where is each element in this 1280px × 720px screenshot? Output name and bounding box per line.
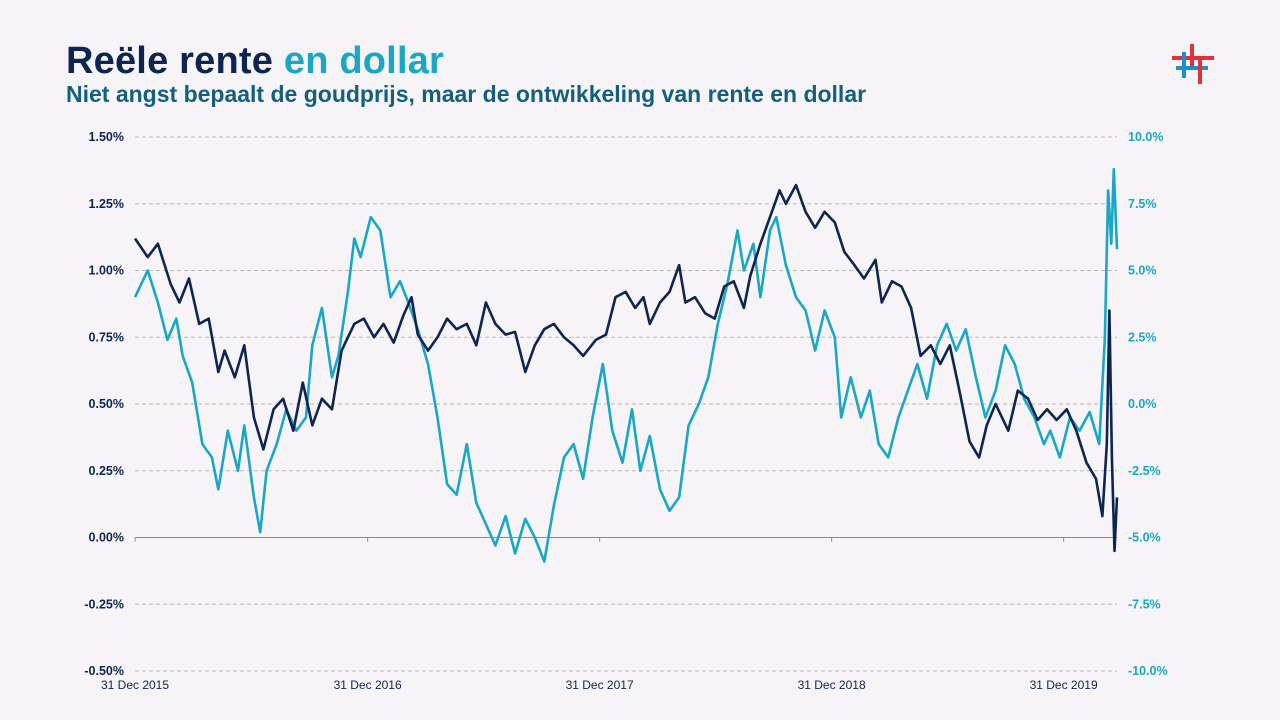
y-left-tick-label: -0.50% (84, 664, 124, 678)
y-right-tick-label: 7.5% (1128, 197, 1157, 211)
logo-bar-red-v (1190, 44, 1194, 70)
y-right-tick-label: 0.0% (1128, 397, 1157, 411)
y-right-tick-label: -2.5% (1128, 464, 1161, 478)
y-right-tick-label: -5.0% (1128, 531, 1161, 545)
logo-bar-blue-h (1176, 66, 1208, 70)
title-main: Reële rente (66, 40, 274, 82)
title-accent: en dollar (283, 40, 445, 82)
y-left-tick-label: 0.75% (89, 330, 124, 344)
y-left-tick-label: 0.25% (89, 464, 124, 478)
logo-bar-red-v2 (1198, 60, 1202, 84)
y-left-tick-label: 1.00% (89, 264, 124, 278)
page-subtitle: Niet angst bepaalt de goudprijs, maar de… (66, 81, 867, 107)
series-line-right-axis (133, 167, 1119, 563)
y-right-tick-label: 10.0% (1128, 130, 1163, 144)
y-right-tick-label: 5.0% (1128, 264, 1157, 278)
y-right-tick-label: 2.5% (1128, 330, 1157, 344)
y-right-tick-label: -7.5% (1128, 597, 1161, 611)
y-left-tick-label: 0.50% (89, 397, 124, 411)
y-left-tick-label: 1.50% (89, 130, 124, 144)
x-tick-label: 31 Dec 2016 (334, 678, 402, 692)
series-line-left-axis (133, 183, 1119, 553)
y-right-tick-label: -10.0% (1128, 664, 1168, 678)
x-tick-label: 31 Dec 2019 (1030, 678, 1098, 692)
y-left-tick-label: -0.25% (84, 597, 124, 611)
x-tick-label: 31 Dec 2015 (101, 678, 169, 692)
x-tick-label: 31 Dec 2017 (566, 678, 634, 692)
logo-bar-blue-v (1182, 52, 1186, 78)
hashtag-cross-logo (1172, 44, 1214, 84)
x-tick-label: 31 Dec 2018 (798, 678, 866, 692)
y-left-tick-label: 0.00% (89, 531, 124, 545)
page-title: Reële rente en dollar (66, 40, 444, 83)
y-left-tick-label: 1.25% (89, 197, 124, 211)
